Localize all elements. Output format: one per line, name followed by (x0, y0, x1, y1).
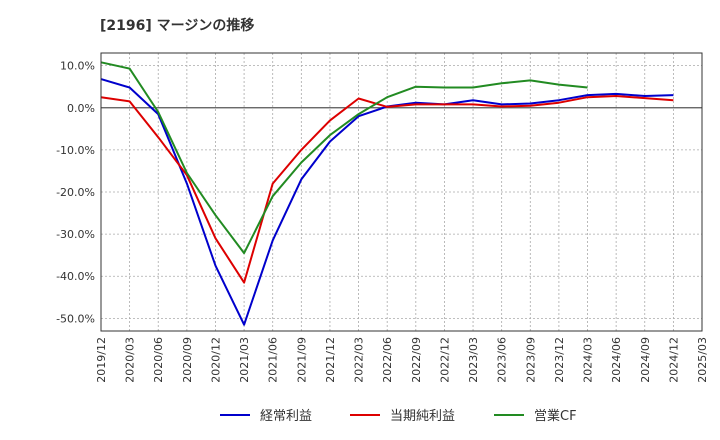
x-tick-label: 2022/03 (353, 337, 366, 383)
y-tick-label: -30.0% (56, 228, 95, 241)
x-tick-label: 2020/03 (124, 337, 137, 383)
x-tick-label: 2024/09 (639, 337, 652, 383)
legend-label: 営業CF (534, 408, 577, 424)
x-tick-label: 2021/06 (267, 337, 280, 383)
x-tick-label: 2023/03 (467, 337, 480, 383)
x-tick-label: 2022/12 (438, 337, 451, 383)
y-tick-label: 0.0% (67, 102, 95, 115)
legend: 経常利益 当期純利益 営業CF (220, 408, 577, 424)
y-tick-label: -40.0% (56, 270, 95, 283)
x-tick-label: 2024/12 (667, 337, 680, 383)
x-tick-label: 2020/12 (209, 337, 222, 383)
y-tick-label: -20.0% (56, 186, 95, 199)
y-tick-label: 10.0% (60, 60, 95, 73)
x-tick-label: 2019/12 (95, 337, 108, 383)
y-axis-ticks: 10.0% 0.0% -10.0% -20.0% -30.0% -40.0% -50.0% (56, 60, 95, 326)
plot-frame (100, 52, 703, 332)
x-tick-label: 2022/09 (410, 337, 423, 383)
series-2 (100, 95, 674, 284)
y-tick-label: -10.0% (56, 144, 95, 157)
x-tick-label: 2020/09 (181, 337, 194, 383)
series-line (100, 95, 674, 284)
series-3 (100, 61, 588, 255)
x-tick-label: 2021/09 (295, 337, 308, 383)
x-tick-label: 2023/12 (553, 337, 566, 383)
series-line (100, 61, 588, 255)
x-tick-label: 2021/03 (238, 337, 251, 383)
y-tick-label: -50.0% (56, 312, 95, 325)
x-tick-label: 2021/12 (324, 337, 337, 383)
x-axis-ticks: 2019/12 2020/03 2020/06 2020/09 2020/12 2021/… (95, 337, 709, 383)
x-tick-label: 2025/03 (696, 337, 709, 383)
series-layer (100, 61, 674, 326)
x-tick-label: 2024/03 (582, 337, 595, 383)
chart-title: [2196] マージンの推移 (100, 17, 254, 34)
x-tick-label: 2022/06 (381, 337, 394, 383)
x-tick-label: 2023/06 (496, 337, 509, 383)
x-tick-label: 2020/06 (152, 337, 165, 383)
legend-label: 経常利益 (260, 409, 312, 424)
x-tick-label: 2023/09 (524, 337, 537, 383)
legend-label: 当期純利益 (390, 409, 455, 424)
grid-layer (101, 53, 702, 331)
x-tick-label: 2024/06 (610, 337, 623, 383)
